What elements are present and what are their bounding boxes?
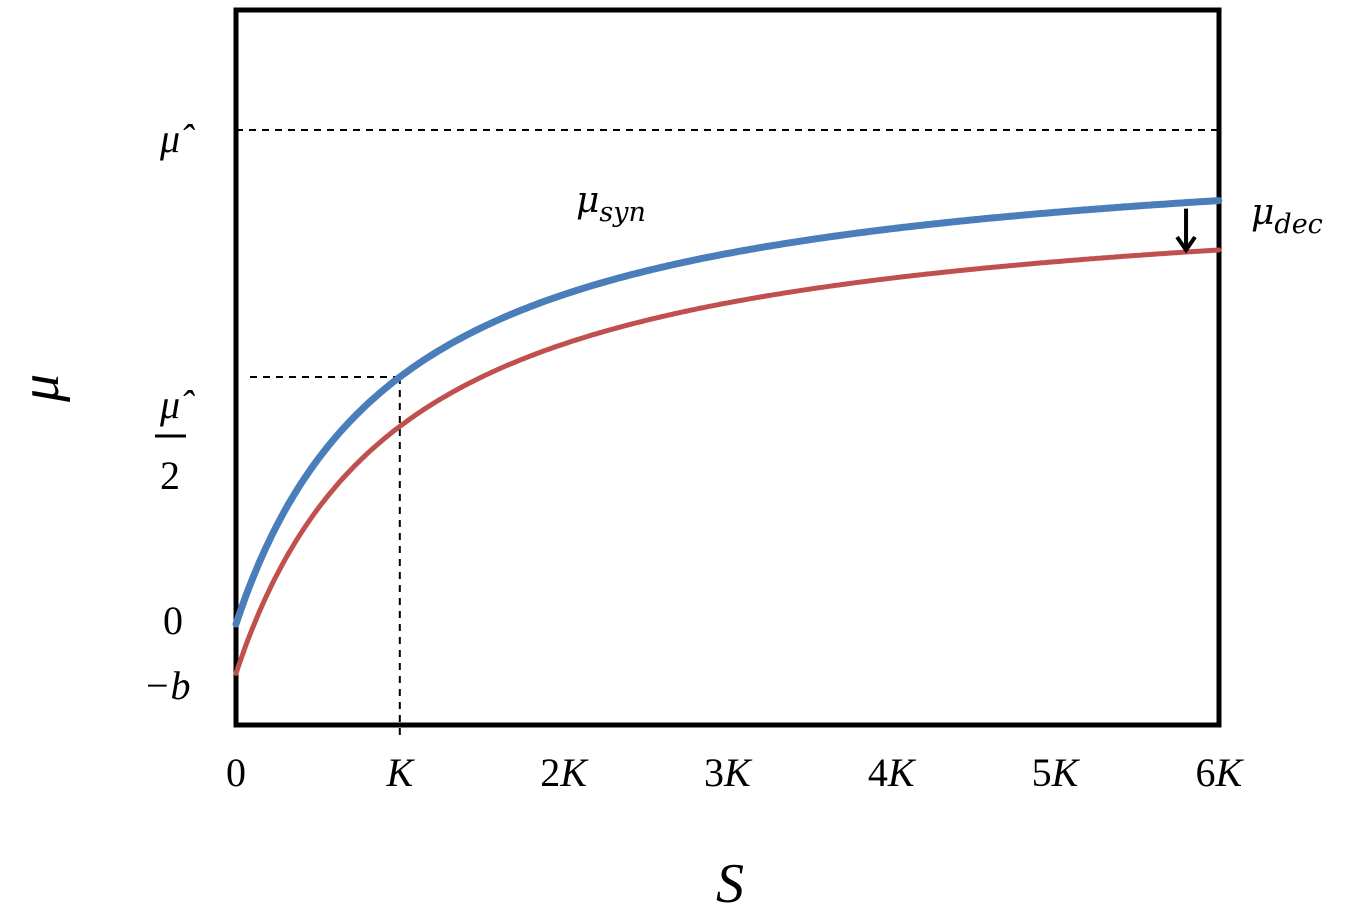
x-tick-label-1: K: [385, 750, 415, 795]
mu-dec-label: μdec: [1251, 192, 1323, 240]
mu-dec-curve: [233, 247, 1222, 676]
x-tick-label-6: 6K: [1195, 750, 1244, 795]
plot-frame: [233, 7, 1222, 728]
x-axis-title: S: [716, 853, 744, 910]
x-tick-label-3: 3K: [704, 750, 753, 795]
x-tick-label-4: 4K: [868, 750, 917, 795]
y-axis-title: μ: [9, 374, 71, 403]
x-tick-label-0: 0: [226, 750, 246, 795]
mu-syn-curve: [232, 197, 1223, 628]
y-tick-half-numerator: μ̂: [159, 382, 195, 427]
y-tick-half-denominator: 2: [160, 453, 180, 498]
mu-syn-label: μsyn: [576, 180, 646, 228]
y-tick-mu-hat: μ̂: [159, 116, 195, 161]
x-tick-label-5: 5K: [1032, 750, 1081, 795]
x-tick-labels: 0 K 2K 3K 4K 5K 6K: [226, 750, 1244, 795]
y-tick-minus-b: −b: [144, 663, 191, 708]
y-tick-zero: 0: [163, 598, 183, 643]
x-tick-label-2: 2K: [540, 750, 589, 795]
decay-arrow: [1175, 208, 1197, 254]
